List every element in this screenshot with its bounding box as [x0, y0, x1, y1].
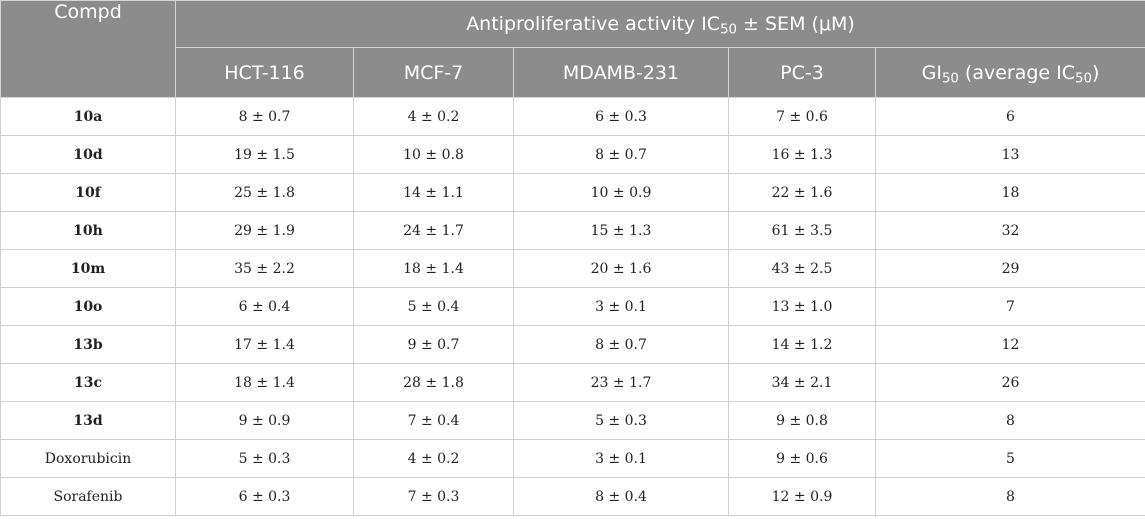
pc3-cell: 9 ± 0.8 [728, 401, 876, 440]
pc3-cell: 22 ± 1.6 [728, 173, 876, 212]
mcf7-cell: 5 ± 0.4 [353, 287, 514, 326]
hct116-cell: 17 ± 1.4 [175, 325, 354, 364]
table-row: 10d 19 ± 1.5 10 ± 0.8 8 ± 0.7 16 ± 1.3 1… [0, 135, 1145, 174]
compd-cell: Doxorubicin [0, 439, 176, 478]
mdamb231-cell: 20 ± 1.6 [513, 249, 729, 288]
mdamb231-cell: 15 ± 1.3 [513, 211, 729, 250]
pc3-cell: 12 ± 0.9 [728, 477, 876, 516]
hct116-cell: 9 ± 0.9 [175, 401, 354, 440]
gi50-cell: 13 [874, 135, 1145, 174]
mcf7-cell: 24 ± 1.7 [353, 211, 514, 250]
hct116-cell: 5 ± 0.3 [175, 439, 354, 478]
gi50-cell: 32 [874, 211, 1145, 250]
hct116-cell: 6 ± 0.4 [175, 287, 354, 326]
table-row: 13b 17 ± 1.4 9 ± 0.7 8 ± 0.7 14 ± 1.2 12 [0, 325, 1145, 364]
mdamb231-cell: 6 ± 0.3 [513, 97, 729, 136]
activity-suffix: ± SEM (μM) [737, 13, 855, 35]
compd-cell: 13c [0, 363, 176, 402]
pc3-cell: 9 ± 0.6 [728, 439, 876, 478]
gi50-cell: 6 [874, 97, 1145, 136]
compd-cell: 10a [0, 97, 176, 136]
mcf7-cell: 9 ± 0.7 [353, 325, 514, 364]
hct116-cell: 18 ± 1.4 [175, 363, 354, 402]
compd-header: Compd [0, 0, 176, 98]
table-row: 10h 29 ± 1.9 24 ± 1.7 15 ± 1.3 61 ± 3.5 … [0, 211, 1145, 250]
table-row: 13c 18 ± 1.4 28 ± 1.8 23 ± 1.7 34 ± 2.1 … [0, 363, 1145, 402]
pc3-cell: 16 ± 1.3 [728, 135, 876, 174]
mdamb231-cell: 8 ± 0.7 [513, 325, 729, 364]
table-row: 10m 35 ± 2.2 18 ± 1.4 20 ± 1.6 43 ± 2.5 … [0, 249, 1145, 288]
col-header-mdamb231: MDAMB-231 [513, 47, 729, 98]
compd-cell: Sorafenib [0, 477, 176, 516]
gi50-cell: 12 [874, 325, 1145, 364]
mdamb231-cell: 3 ± 0.1 [513, 439, 729, 478]
table-body: 10a 8 ± 0.7 4 ± 0.2 6 ± 0.3 7 ± 0.6 6 10… [0, 97, 1145, 516]
mdamb231-cell: 8 ± 0.7 [513, 135, 729, 174]
pc3-cell: 43 ± 2.5 [728, 249, 876, 288]
table-row: Doxorubicin 5 ± 0.3 4 ± 0.2 3 ± 0.1 9 ± … [0, 439, 1145, 478]
pc3-cell: 13 ± 1.0 [728, 287, 876, 326]
mdamb231-cell: 10 ± 0.9 [513, 173, 729, 212]
mdamb231-cell: 8 ± 0.4 [513, 477, 729, 516]
gi-suffix: ) [1091, 61, 1100, 84]
gi50-cell: 26 [874, 363, 1145, 402]
gi50-cell: 29 [874, 249, 1145, 288]
gi50-cell: 8 [874, 401, 1145, 440]
compd-cell: 13b [0, 325, 176, 364]
header-row-1: Compd Antiproliferative activity IC50 ± … [0, 0, 1145, 98]
table-row: 10f 25 ± 1.8 14 ± 1.1 10 ± 0.9 22 ± 1.6 … [0, 173, 1145, 212]
mcf7-cell: 4 ± 0.2 [353, 97, 514, 136]
col-header-hct116: HCT-116 [175, 47, 354, 98]
mdamb231-cell: 23 ± 1.7 [513, 363, 729, 402]
table-row: Sorafenib 6 ± 0.3 7 ± 0.3 8 ± 0.4 12 ± 0… [0, 477, 1145, 516]
hct116-cell: 19 ± 1.5 [175, 135, 354, 174]
mcf7-cell: 4 ± 0.2 [353, 439, 514, 478]
pc3-cell: 7 ± 0.6 [728, 97, 876, 136]
table-row: 13d 9 ± 0.9 7 ± 0.4 5 ± 0.3 9 ± 0.8 8 [0, 401, 1145, 440]
table-header: Compd Antiproliferative activity IC50 ± … [0, 0, 1145, 98]
gi50-cell: 5 [874, 439, 1145, 478]
mcf7-cell: 7 ± 0.3 [353, 477, 514, 516]
gi-middle: (average IC [958, 61, 1076, 84]
hct116-cell: 6 ± 0.3 [175, 477, 354, 516]
compd-cell: 10m [0, 249, 176, 288]
pc3-cell: 14 ± 1.2 [728, 325, 876, 364]
mdamb231-cell: 3 ± 0.1 [513, 287, 729, 326]
pc3-cell: 61 ± 3.5 [728, 211, 876, 250]
activity-header: Antiproliferative activity IC50 ± SEM (μ… [174, 0, 1145, 48]
mcf7-cell: 18 ± 1.4 [353, 249, 514, 288]
gi-subscript-2: 50 [1075, 70, 1092, 86]
compd-cell: 10d [0, 135, 176, 174]
pc3-cell: 34 ± 2.1 [728, 363, 876, 402]
hct116-cell: 35 ± 2.2 [175, 249, 354, 288]
gi-prefix: GI [921, 61, 942, 84]
compd-cell: 10f [0, 173, 176, 212]
gi50-cell: 18 [874, 173, 1145, 212]
activity-prefix: Antiproliferative activity IC [466, 13, 721, 35]
table-row: 10a 8 ± 0.7 4 ± 0.2 6 ± 0.3 7 ± 0.6 6 [0, 97, 1145, 136]
hct116-cell: 8 ± 0.7 [175, 97, 354, 136]
gi50-cell: 8 [874, 477, 1145, 516]
mcf7-cell: 14 ± 1.1 [353, 173, 514, 212]
gi50-cell: 7 [874, 287, 1145, 326]
activity-subscript: 50 [720, 22, 737, 38]
compd-cell: 13d [0, 401, 176, 440]
mcf7-cell: 28 ± 1.8 [353, 363, 514, 402]
col-header-mcf7: MCF-7 [353, 47, 514, 98]
gi-subscript: 50 [941, 70, 959, 86]
mdamb231-cell: 5 ± 0.3 [513, 401, 729, 440]
header-row-2: HCT-116 MCF-7 MDAMB-231 PC-3 GI50 (avera… [1, 47, 1145, 98]
compd-cell: 10o [0, 287, 176, 326]
hct116-cell: 25 ± 1.8 [175, 173, 354, 212]
hct116-cell: 29 ± 1.9 [175, 211, 354, 250]
compd-cell: 10h [0, 211, 176, 250]
mcf7-cell: 10 ± 0.8 [353, 135, 514, 174]
table-row: 10o 6 ± 0.4 5 ± 0.4 3 ± 0.1 13 ± 1.0 7 [0, 287, 1145, 326]
col-header-pc3: PC-3 [728, 47, 876, 98]
col-header-gi50: GI50 (average IC50) [874, 47, 1145, 98]
mcf7-cell: 7 ± 0.4 [353, 401, 514, 440]
